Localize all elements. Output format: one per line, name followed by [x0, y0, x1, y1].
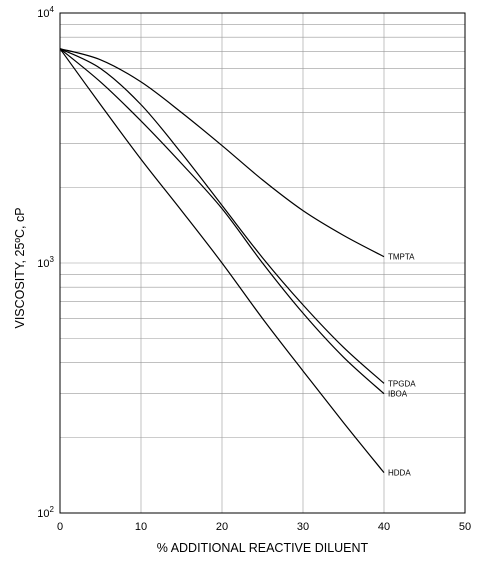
x-axis-label: % ADDITIONAL REACTIVE DILUENT	[157, 541, 369, 555]
y-tick-label: 102	[37, 505, 54, 520]
series-line-iboa	[59, 48, 385, 395]
x-tick-label: 10	[135, 521, 147, 533]
x-tick-label: 50	[459, 521, 471, 533]
y-axis-label: VISCOSITY, 25ºC, cP	[13, 207, 27, 328]
series-line-tmpta	[59, 48, 385, 258]
series-label-tmpta: TMPTA	[388, 253, 415, 262]
series-layer: TMPTA TPGDA IBOA HDDA	[59, 48, 416, 478]
x-tick-label: 20	[216, 521, 228, 533]
tick-labels: 0 10 20 30 40 50 104 103 102	[37, 5, 471, 533]
series-label-hdda: HDDA	[388, 469, 411, 478]
series-line-tpgda	[59, 48, 385, 384]
x-tick-label: 30	[297, 521, 309, 533]
x-tick-label: 0	[57, 521, 63, 533]
plot-frame	[59, 12, 466, 514]
x-tick-label: 40	[378, 521, 390, 533]
y-tick-label: 103	[37, 255, 54, 270]
series-label-iboa: IBOA	[388, 390, 408, 399]
series-line-hdda	[59, 48, 385, 474]
series-label-tpgda: TPGDA	[388, 379, 416, 388]
y-tick-label: 104	[37, 5, 54, 20]
